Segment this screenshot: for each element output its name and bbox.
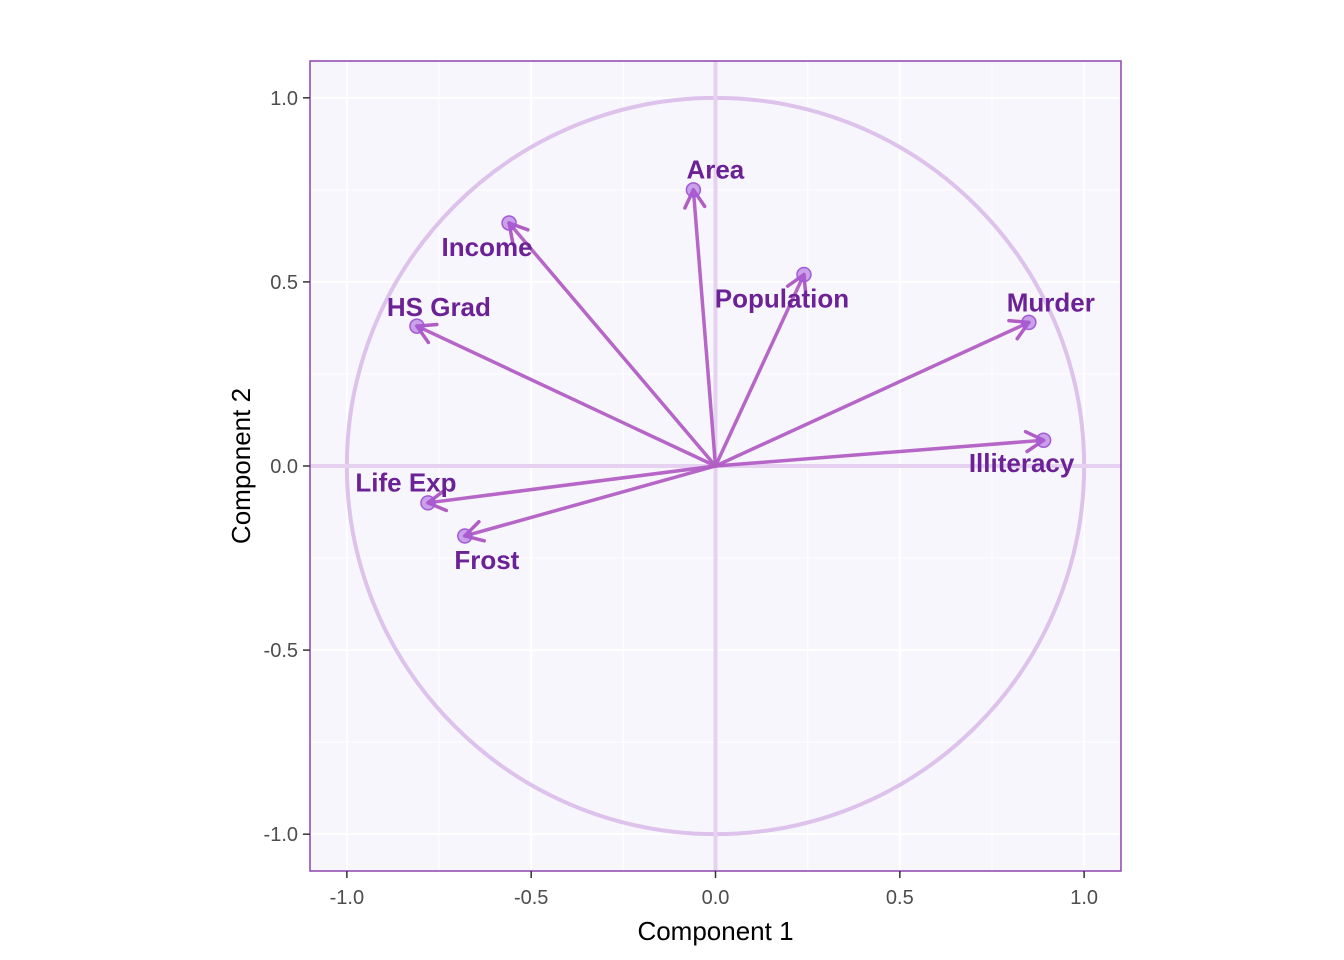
variable-arrow	[683, 182, 718, 468]
variable-arrow	[501, 215, 718, 468]
y-tick-label: 0.0	[270, 456, 298, 478]
axes: -1.0 -0.5 0.0 0.5 1.0 -1.0 -0.5 0.0 0.5 1.0	[264, 88, 1099, 909]
y-tick-label: -0.5	[264, 640, 298, 662]
arrow-shaft	[507, 221, 718, 468]
variable-label: Area	[686, 155, 744, 185]
variable-label: Illiteracy	[969, 448, 1075, 478]
variable-point	[796, 266, 812, 283]
variable-point	[409, 318, 425, 334]
arrow-shaft	[713, 272, 806, 468]
variable-point	[1035, 432, 1052, 448]
variable-point	[501, 215, 517, 231]
y-tick-label: 0.5	[270, 272, 298, 294]
variable-label: Frost	[454, 545, 519, 575]
variable-point	[457, 528, 473, 544]
variable-arrow	[713, 266, 812, 468]
variable-arrow	[409, 318, 718, 468]
variable-arrow	[420, 464, 718, 513]
arrow-shaft	[713, 438, 1046, 468]
x-tick-label: 0.0	[702, 887, 730, 909]
arrow-shaft	[713, 320, 1031, 468]
y-tick-label: 1.0	[270, 88, 298, 110]
y-axis-title: Component 2	[226, 388, 256, 544]
variable-arrow	[713, 429, 1052, 468]
variable-arrow	[457, 464, 718, 544]
arrow-shaft	[691, 188, 718, 468]
variable-label: Income	[442, 232, 533, 262]
variable-arrows	[409, 182, 1052, 544]
arrow-shaft	[463, 464, 718, 538]
variable-label: Population	[715, 283, 849, 313]
variable-label: HS Grad	[387, 292, 491, 322]
variable-arrow	[713, 314, 1037, 468]
arrow-shaft	[415, 324, 718, 468]
arrow-shaft	[426, 464, 718, 505]
variable-point	[420, 495, 436, 511]
x-tick-label: 0.5	[886, 887, 914, 909]
y-tick-label: -1.0	[264, 824, 298, 846]
variable-label: Murder	[1007, 287, 1095, 317]
variable-label: Life Exp	[355, 468, 456, 498]
x-tick-label: -1.0	[330, 887, 364, 909]
variable-point	[1021, 314, 1037, 331]
x-axis-title: Component 1	[637, 916, 793, 946]
variable-labels: Population Income Illiteracy Life Exp Murder…	[355, 155, 1095, 575]
x-tick-label: -0.5	[514, 887, 548, 909]
variable-point	[685, 182, 702, 198]
x-tick-label: 1.0	[1070, 887, 1098, 909]
